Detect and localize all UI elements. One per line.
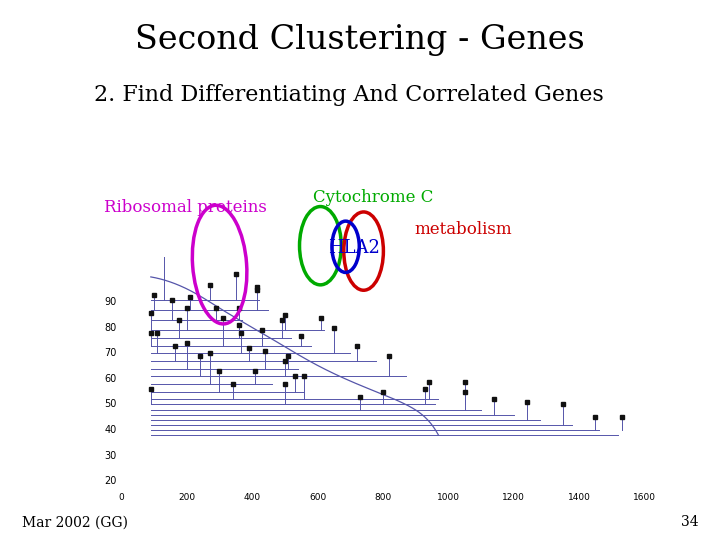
Text: 80: 80: [104, 323, 117, 333]
Text: 60: 60: [104, 374, 117, 384]
Text: 1000: 1000: [437, 492, 460, 502]
Text: 400: 400: [243, 492, 261, 502]
Text: 0: 0: [119, 492, 125, 502]
Text: metabolism: metabolism: [414, 221, 512, 238]
Text: 34: 34: [681, 515, 698, 529]
Text: HLA2: HLA2: [328, 239, 379, 258]
Text: 30: 30: [104, 450, 117, 461]
Text: 1200: 1200: [503, 492, 525, 502]
Text: 800: 800: [374, 492, 392, 502]
Text: 1400: 1400: [567, 492, 590, 502]
Text: Ribosomal proteins: Ribosomal proteins: [104, 199, 267, 217]
Text: 90: 90: [104, 298, 117, 307]
Text: Mar 2002 (GG): Mar 2002 (GG): [22, 515, 127, 529]
Text: 20: 20: [104, 476, 117, 486]
Text: 70: 70: [104, 348, 117, 359]
Text: 200: 200: [179, 492, 195, 502]
Text: 1600: 1600: [633, 492, 656, 502]
Text: 600: 600: [309, 492, 326, 502]
Text: 50: 50: [104, 400, 117, 409]
Text: 2. Find Differentiating And Correlated Genes: 2. Find Differentiating And Correlated G…: [94, 84, 603, 106]
Text: Second Clustering - Genes: Second Clustering - Genes: [135, 24, 585, 56]
Text: Cytochrome C: Cytochrome C: [313, 188, 433, 206]
Text: 40: 40: [104, 425, 117, 435]
